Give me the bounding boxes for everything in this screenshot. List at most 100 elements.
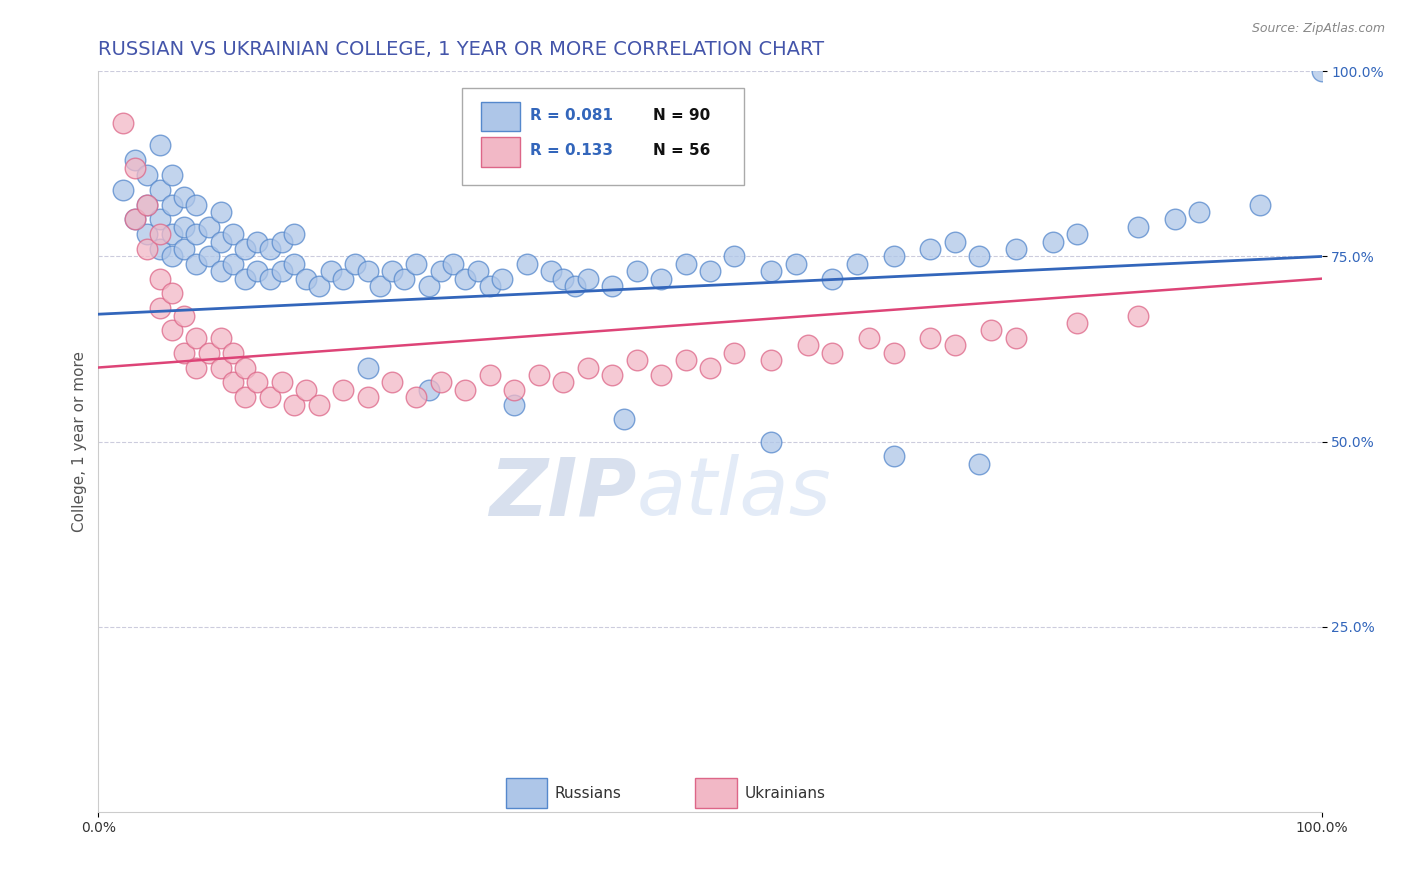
Point bbox=[173, 309, 195, 323]
Text: N = 56: N = 56 bbox=[652, 143, 710, 158]
Point bbox=[478, 368, 501, 382]
Point bbox=[344, 257, 367, 271]
Point bbox=[381, 376, 404, 390]
Point bbox=[270, 264, 294, 278]
Point bbox=[209, 205, 232, 219]
Point bbox=[233, 242, 256, 256]
Point bbox=[222, 227, 245, 242]
Point bbox=[920, 242, 942, 256]
Point bbox=[761, 434, 783, 449]
FancyBboxPatch shape bbox=[696, 779, 737, 808]
Point bbox=[392, 271, 416, 285]
Point bbox=[418, 279, 440, 293]
Point bbox=[405, 390, 427, 404]
Point bbox=[553, 376, 575, 390]
Point bbox=[160, 197, 183, 211]
Point bbox=[600, 368, 623, 382]
Point bbox=[418, 383, 440, 397]
Point bbox=[283, 257, 305, 271]
Point bbox=[186, 227, 208, 242]
Point bbox=[1249, 197, 1271, 211]
Point bbox=[821, 271, 844, 285]
Point bbox=[454, 271, 477, 285]
Point bbox=[564, 279, 586, 293]
Point bbox=[111, 183, 134, 197]
Point bbox=[553, 271, 575, 285]
Point bbox=[723, 250, 745, 264]
Text: Ukrainians: Ukrainians bbox=[744, 786, 825, 801]
Point bbox=[160, 324, 183, 338]
Point bbox=[209, 360, 232, 375]
Point bbox=[283, 227, 305, 242]
Point bbox=[136, 197, 159, 211]
Point bbox=[1066, 316, 1088, 330]
Point bbox=[576, 271, 599, 285]
Point bbox=[723, 345, 745, 359]
Text: ZIP: ZIP bbox=[489, 454, 637, 533]
Point bbox=[626, 353, 648, 368]
Point bbox=[270, 235, 294, 249]
Point bbox=[576, 360, 599, 375]
Y-axis label: College, 1 year or more: College, 1 year or more bbox=[72, 351, 87, 532]
Point bbox=[149, 138, 172, 153]
Point bbox=[1164, 212, 1187, 227]
Point bbox=[540, 264, 562, 278]
Point bbox=[124, 161, 146, 175]
Point bbox=[160, 168, 183, 182]
Point bbox=[478, 279, 501, 293]
Point bbox=[491, 271, 513, 285]
Point bbox=[1004, 331, 1026, 345]
Point bbox=[785, 257, 807, 271]
Point bbox=[650, 271, 672, 285]
Point bbox=[111, 116, 134, 130]
Text: Source: ZipAtlas.com: Source: ZipAtlas.com bbox=[1251, 22, 1385, 36]
Point bbox=[761, 264, 783, 278]
Point bbox=[149, 183, 172, 197]
Text: R = 0.133: R = 0.133 bbox=[530, 143, 613, 158]
Point bbox=[515, 257, 537, 271]
Point bbox=[797, 338, 820, 352]
Point bbox=[626, 264, 648, 278]
Point bbox=[503, 398, 526, 412]
Text: R = 0.081: R = 0.081 bbox=[530, 108, 613, 122]
Point bbox=[160, 286, 183, 301]
Point bbox=[149, 242, 172, 256]
Point bbox=[233, 360, 256, 375]
Point bbox=[197, 219, 219, 234]
Point bbox=[233, 390, 256, 404]
Point bbox=[1310, 64, 1333, 78]
Point bbox=[943, 235, 966, 249]
Point bbox=[356, 390, 378, 404]
Point bbox=[454, 383, 477, 397]
Point bbox=[160, 250, 183, 264]
Point bbox=[209, 331, 232, 345]
FancyBboxPatch shape bbox=[506, 779, 547, 808]
Point bbox=[441, 257, 464, 271]
Point bbox=[222, 376, 245, 390]
Point bbox=[136, 168, 159, 182]
Point bbox=[173, 345, 195, 359]
Point bbox=[980, 324, 1002, 338]
Point bbox=[124, 153, 146, 168]
Point bbox=[295, 271, 318, 285]
Point bbox=[405, 257, 427, 271]
Point bbox=[943, 338, 966, 352]
Point bbox=[222, 257, 245, 271]
Point bbox=[699, 264, 721, 278]
Point bbox=[356, 360, 378, 375]
Point bbox=[197, 345, 219, 359]
Point bbox=[246, 235, 269, 249]
Point bbox=[319, 264, 342, 278]
Point bbox=[858, 331, 880, 345]
Point bbox=[675, 257, 697, 271]
Point bbox=[600, 279, 623, 293]
Point bbox=[699, 360, 721, 375]
Point bbox=[883, 345, 905, 359]
Point bbox=[675, 353, 697, 368]
Point bbox=[124, 212, 146, 227]
Point bbox=[845, 257, 868, 271]
Point bbox=[283, 398, 305, 412]
Point bbox=[295, 383, 318, 397]
Text: Russians: Russians bbox=[555, 786, 621, 801]
Point bbox=[1042, 235, 1064, 249]
